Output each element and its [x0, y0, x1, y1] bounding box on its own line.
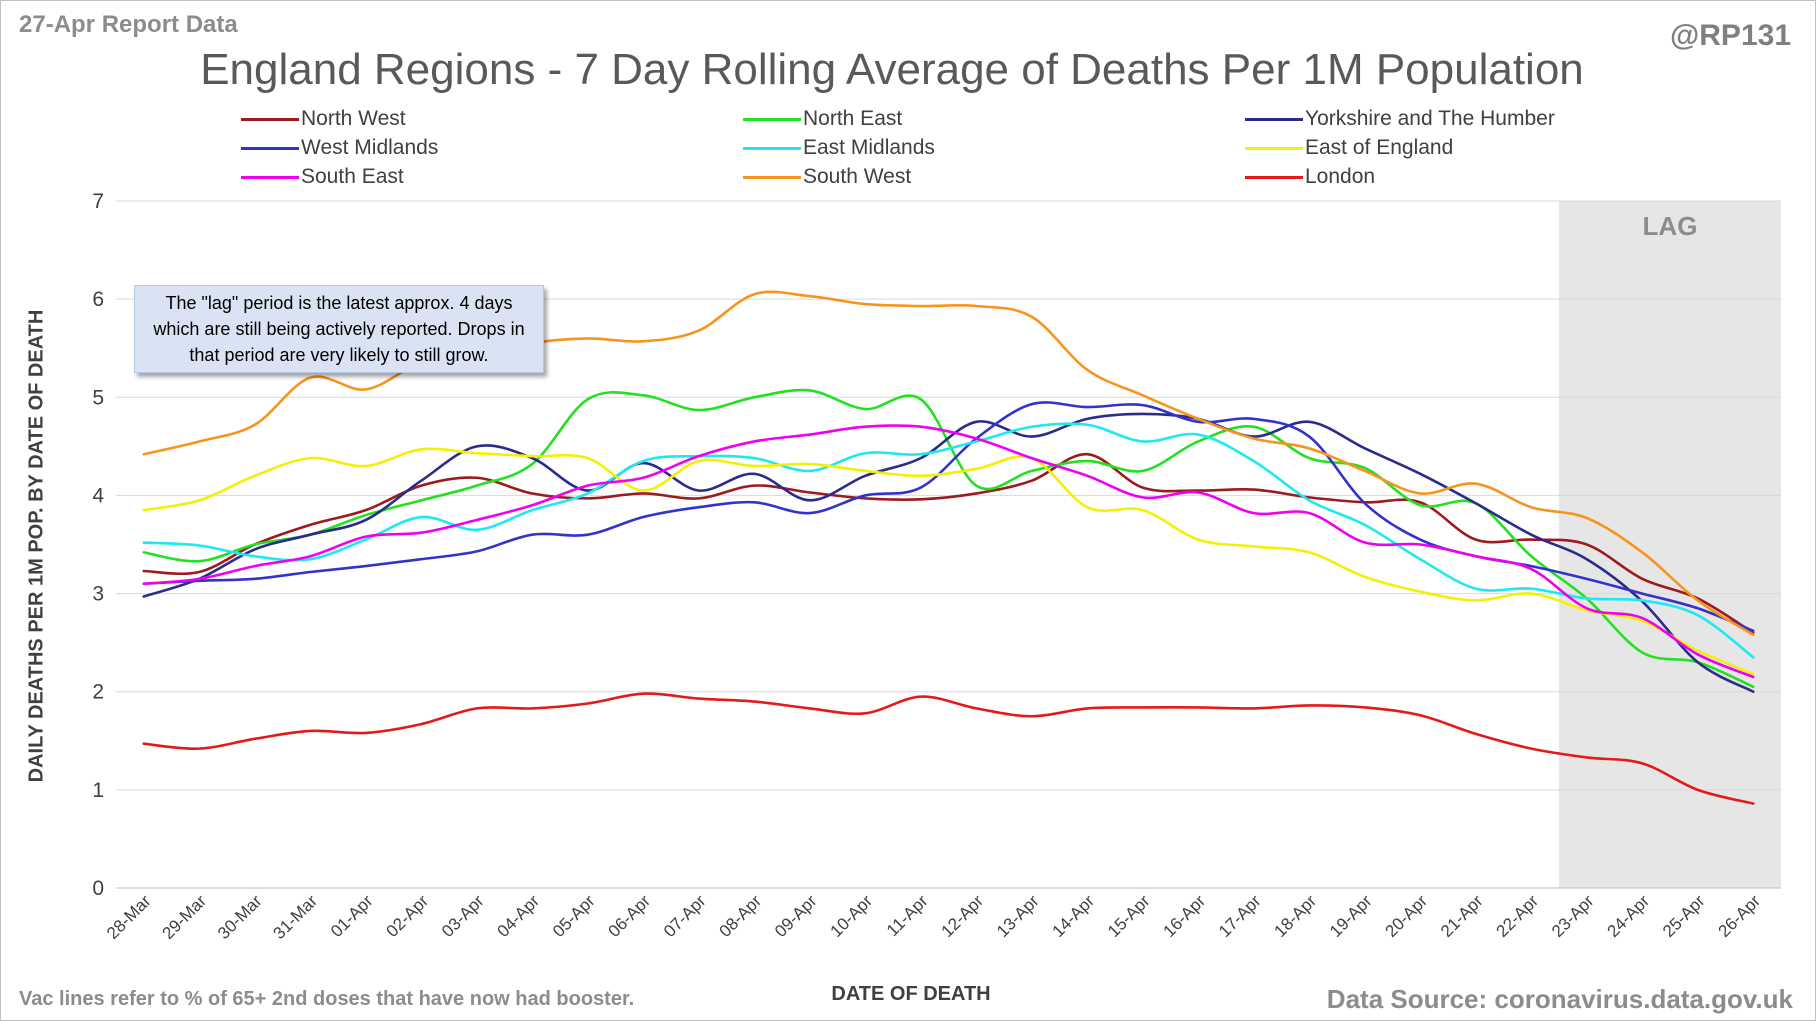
y-tick-label: 5: [92, 386, 104, 409]
y-tick-label: 3: [92, 583, 104, 606]
x-tick-label: 07-Apr: [660, 891, 710, 941]
y-axis-label-text: DAILY DEATHS PER 1M POP. BY DATE OF DEAT…: [25, 309, 48, 783]
x-tick-label: 14-Apr: [1049, 891, 1099, 941]
lag-shaded-region: [1559, 201, 1781, 888]
legend-swatch: [1245, 117, 1303, 121]
x-tick-label: 04-Apr: [494, 891, 544, 941]
legend-label: North East: [803, 107, 903, 130]
vaccine-footnote: Vac lines refer to % of 65+ 2nd doses th…: [19, 988, 635, 1010]
x-tick-label: 28-Mar: [103, 891, 155, 943]
legend-item: North East: [743, 107, 902, 131]
series-line-east-midlands: [142, 422, 1755, 659]
series-line-north-east: [142, 388, 1755, 689]
x-tick-label: 25-Apr: [1659, 891, 1709, 941]
legend-item: Yorkshire and The Humber: [1245, 107, 1555, 131]
y-tick-label: 2: [92, 681, 104, 704]
x-tick-label: 17-Apr: [1215, 891, 1265, 941]
series-line-yorkshire-and-the-humber: [142, 412, 1755, 694]
legend-swatch: [1245, 146, 1303, 150]
x-tick-label: 30-Mar: [214, 891, 266, 943]
y-axis-label: DAILY DEATHS PER 1M POP. BY DATE OF DEAT…: [19, 201, 55, 891]
x-tick-label: 20-Apr: [1382, 891, 1432, 941]
legend-swatch: [241, 117, 299, 121]
legend-swatch: [743, 117, 801, 121]
legend-label: East Midlands: [803, 136, 935, 159]
legend-swatch: [241, 175, 299, 179]
legend-label: London: [1305, 165, 1376, 188]
x-tick-label: 24-Apr: [1604, 891, 1654, 941]
x-tick-label: 23-Apr: [1548, 891, 1598, 941]
x-tick-label: 09-Apr: [771, 891, 821, 941]
y-tick-label: 1: [92, 779, 104, 802]
x-tick-label: 13-Apr: [993, 891, 1043, 941]
chart-legend: North West North East Yorkshire and The Hu…: [241, 107, 1621, 193]
x-tick-label: 11-Apr: [883, 891, 932, 940]
series-line-east-of-england: [142, 447, 1755, 676]
y-tick-label: 4: [92, 484, 104, 507]
x-tick-label: 18-Apr: [1271, 891, 1321, 941]
lag-annotation-text: The "lag" period is the latest approx. 4…: [153, 293, 525, 365]
series-line-south-east: [142, 424, 1755, 679]
legend-swatch: [241, 146, 299, 150]
legend-item: London: [1245, 165, 1375, 189]
x-tick-label: 05-Apr: [549, 891, 599, 941]
x-tick-label: 10-Apr: [827, 891, 877, 941]
x-tick-label: 16-Apr: [1160, 891, 1210, 941]
legend-item: North West: [241, 107, 406, 131]
legend-item: South East: [241, 165, 404, 189]
x-axis-label: DATE OF DEATH: [831, 983, 991, 1005]
y-tick-label: 7: [92, 190, 104, 213]
legend-label: North West: [301, 107, 406, 130]
legend-label: Yorkshire and The Humber: [1305, 107, 1555, 130]
x-tick-label: 22-Apr: [1493, 891, 1543, 941]
x-tick-label: 03-Apr: [438, 891, 488, 941]
legend-item: South West: [743, 165, 911, 189]
lag-label: LAG: [1643, 211, 1698, 241]
series-line-london: [142, 692, 1755, 805]
data-source-label: Data Source: coronavirus.data.gov.uk: [1326, 984, 1793, 1014]
report-date-label: 27-Apr Report Data: [19, 11, 238, 38]
legend-item: East Midlands: [743, 136, 935, 160]
legend-label: East of England: [1305, 136, 1454, 159]
lag-annotation-box: The "lag" period is the latest approx. 4…: [134, 285, 544, 373]
x-tick-label: 21-Apr: [1437, 891, 1487, 941]
chart-title: England Regions - 7 Day Rolling Average …: [200, 45, 1584, 94]
x-tick-label: 15-Apr: [1104, 891, 1154, 941]
x-tick-label: 01-Apr: [327, 891, 377, 941]
legend-swatch: [1245, 175, 1303, 179]
author-handle: @RP131: [1670, 19, 1791, 52]
y-tick-label: 6: [92, 288, 104, 311]
series-line-north-west: [142, 452, 1755, 635]
legend-label: South East: [301, 165, 404, 188]
x-tick-label: 31-Mar: [270, 891, 322, 943]
x-tick-label: 06-Apr: [605, 891, 655, 941]
x-tick-label: 08-Apr: [716, 891, 766, 941]
legend-label: South West: [803, 165, 912, 188]
legend-item: East of England: [1245, 136, 1453, 160]
legend-swatch: [743, 146, 801, 150]
legend-label: West Midlands: [301, 136, 439, 159]
x-tick-label: 19-Apr: [1326, 891, 1376, 941]
x-tick-label: 26-Apr: [1715, 891, 1765, 941]
legend-swatch: [743, 175, 801, 179]
y-tick-label: 0: [92, 877, 104, 900]
x-tick-label: 02-Apr: [383, 891, 433, 941]
x-tick-label: 29-Mar: [159, 891, 211, 943]
legend-item: West Midlands: [241, 136, 438, 160]
x-tick-label: 12-Apr: [938, 891, 988, 941]
